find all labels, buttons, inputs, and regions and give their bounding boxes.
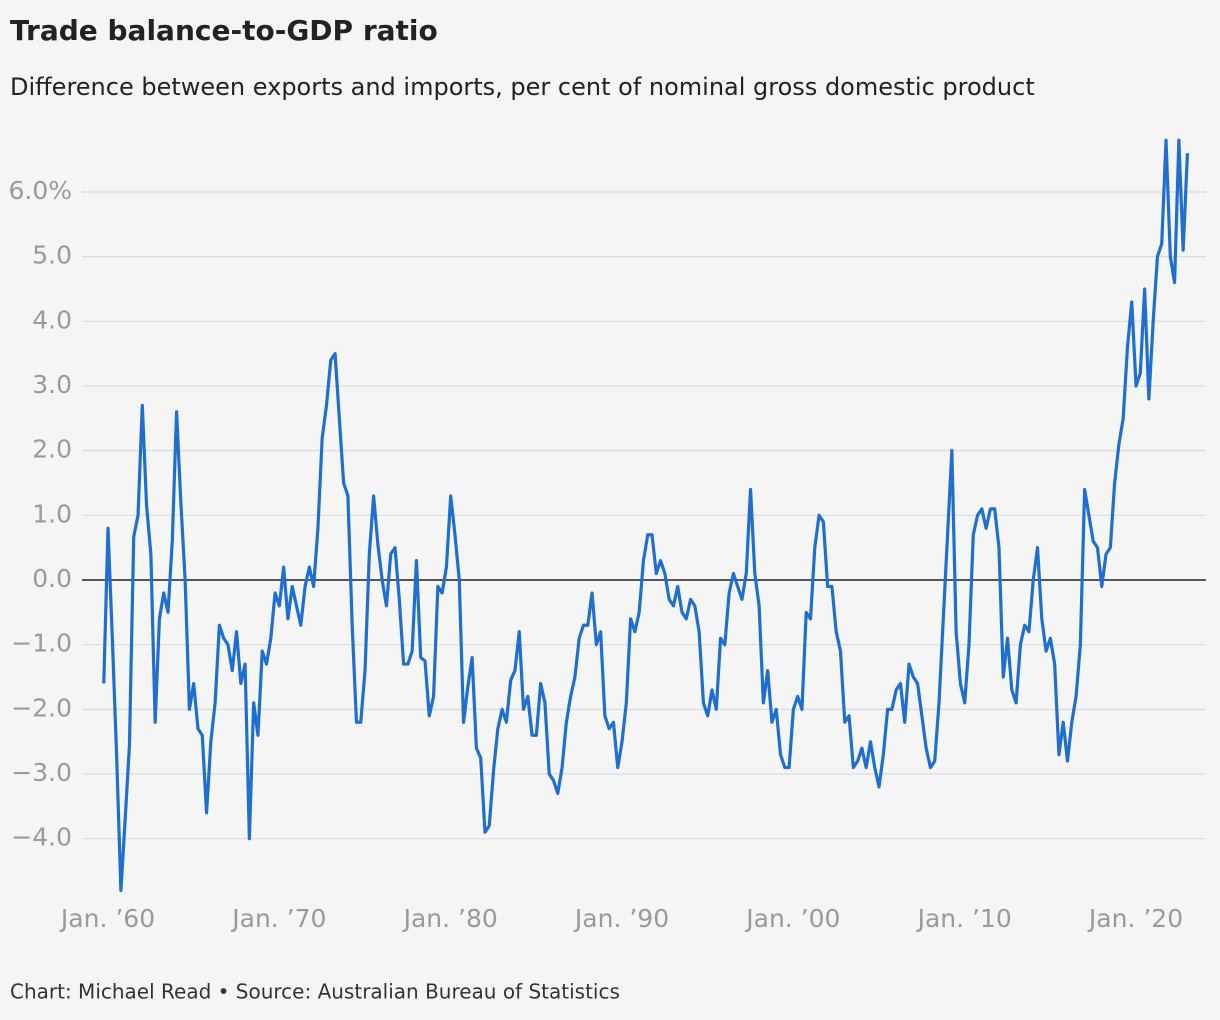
y-tick-label: −2.0 xyxy=(11,693,72,722)
y-tick-label: 3.0 xyxy=(32,370,72,399)
x-tick-label: Jan. ’60 xyxy=(59,904,155,933)
chart-title: Trade balance-to-GDP ratio xyxy=(10,14,438,47)
data-line xyxy=(102,138,1190,893)
x-tick-label: Jan. ’10 xyxy=(916,904,1012,933)
x-tick-label: Jan. ’00 xyxy=(744,904,840,933)
y-tick-label: −3.0 xyxy=(11,758,72,787)
x-tick-label: Jan. ’80 xyxy=(402,904,498,933)
y-tick-label: −1.0 xyxy=(11,629,72,658)
y-tick-label: 5.0 xyxy=(32,241,72,270)
x-tick-label: Jan. ’90 xyxy=(573,904,669,933)
y-tick-label: 4.0 xyxy=(32,305,72,334)
chart-subtitle: Difference between exports and imports, … xyxy=(10,73,1035,101)
y-tick-label: 1.0 xyxy=(32,499,72,528)
y-tick-label: 2.0 xyxy=(32,435,72,464)
x-tick-label: Jan. ’70 xyxy=(230,904,326,933)
y-tick-label: 6.0% xyxy=(8,176,72,205)
footer: Chart: Michael Read • Source: Australian… xyxy=(10,980,620,1004)
y-tick-label: 0.0 xyxy=(32,564,72,593)
x-tick-label: Jan. ’20 xyxy=(1087,904,1183,933)
y-tick-label: −4.0 xyxy=(11,823,72,852)
